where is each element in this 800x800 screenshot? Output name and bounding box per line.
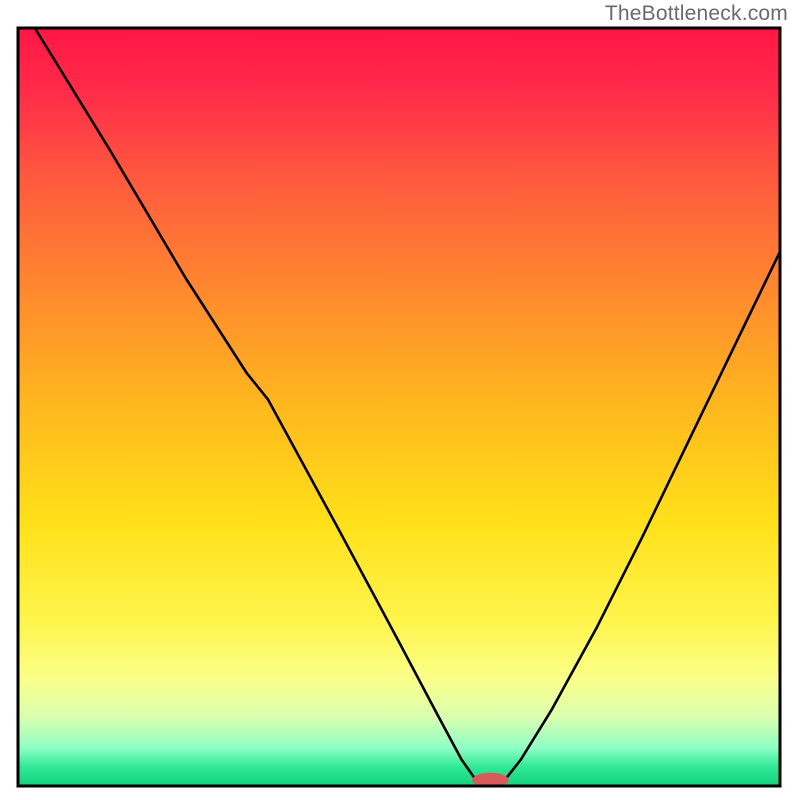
bottleneck-chart	[0, 0, 800, 800]
gradient-background	[18, 28, 780, 786]
chart-stage: TheBottleneck.com	[0, 0, 800, 800]
plot-area	[18, 28, 780, 787]
